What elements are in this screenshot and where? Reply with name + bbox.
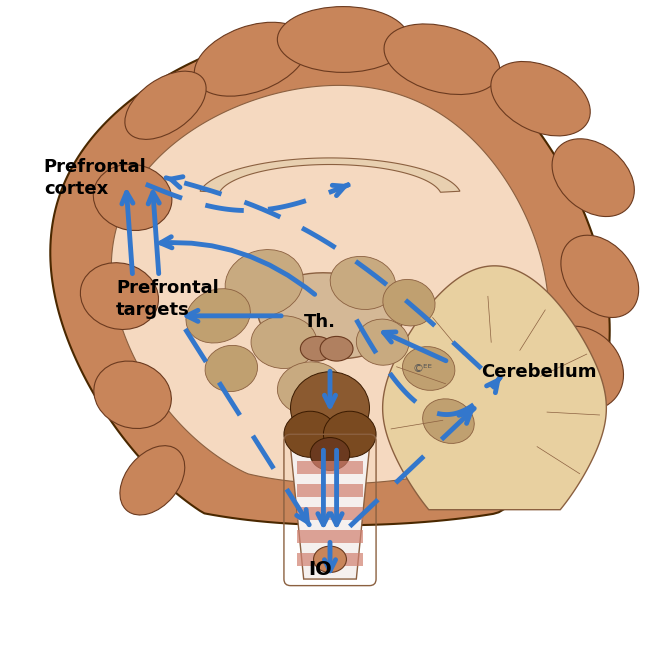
Polygon shape [383,266,607,510]
Ellipse shape [384,24,500,95]
Ellipse shape [561,235,639,318]
Ellipse shape [290,372,370,444]
Ellipse shape [94,361,172,428]
Text: ©ᴱᴱ: ©ᴱᴱ [412,363,432,374]
Polygon shape [200,158,460,192]
Text: Prefrontal
targets: Prefrontal targets [116,279,219,320]
Ellipse shape [258,273,402,359]
Ellipse shape [383,280,435,326]
Ellipse shape [537,326,624,411]
Ellipse shape [194,22,308,96]
Ellipse shape [491,61,590,136]
Text: Cerebellum: Cerebellum [481,363,597,381]
Ellipse shape [314,546,346,572]
Ellipse shape [284,411,337,457]
Polygon shape [297,461,363,474]
Text: Th.: Th. [304,313,336,332]
Ellipse shape [251,316,317,368]
Ellipse shape [422,399,475,443]
Ellipse shape [356,319,409,365]
Ellipse shape [552,139,634,216]
Ellipse shape [320,336,353,361]
Polygon shape [112,86,548,484]
Ellipse shape [93,164,172,230]
Ellipse shape [81,263,158,330]
Text: Prefrontal
cortex: Prefrontal cortex [44,157,147,198]
Ellipse shape [125,71,206,139]
Ellipse shape [186,289,250,343]
Ellipse shape [310,438,350,470]
Ellipse shape [120,445,185,515]
Polygon shape [297,507,363,520]
Polygon shape [297,553,363,566]
Ellipse shape [330,257,395,309]
Text: IO: IO [308,560,332,578]
Ellipse shape [277,362,343,415]
Polygon shape [297,530,363,543]
Ellipse shape [205,345,257,392]
Polygon shape [297,484,363,497]
Ellipse shape [403,347,455,390]
Polygon shape [50,26,610,525]
Ellipse shape [225,249,304,316]
Ellipse shape [323,411,376,457]
Polygon shape [290,447,370,579]
Ellipse shape [300,336,333,361]
Ellipse shape [277,7,409,72]
